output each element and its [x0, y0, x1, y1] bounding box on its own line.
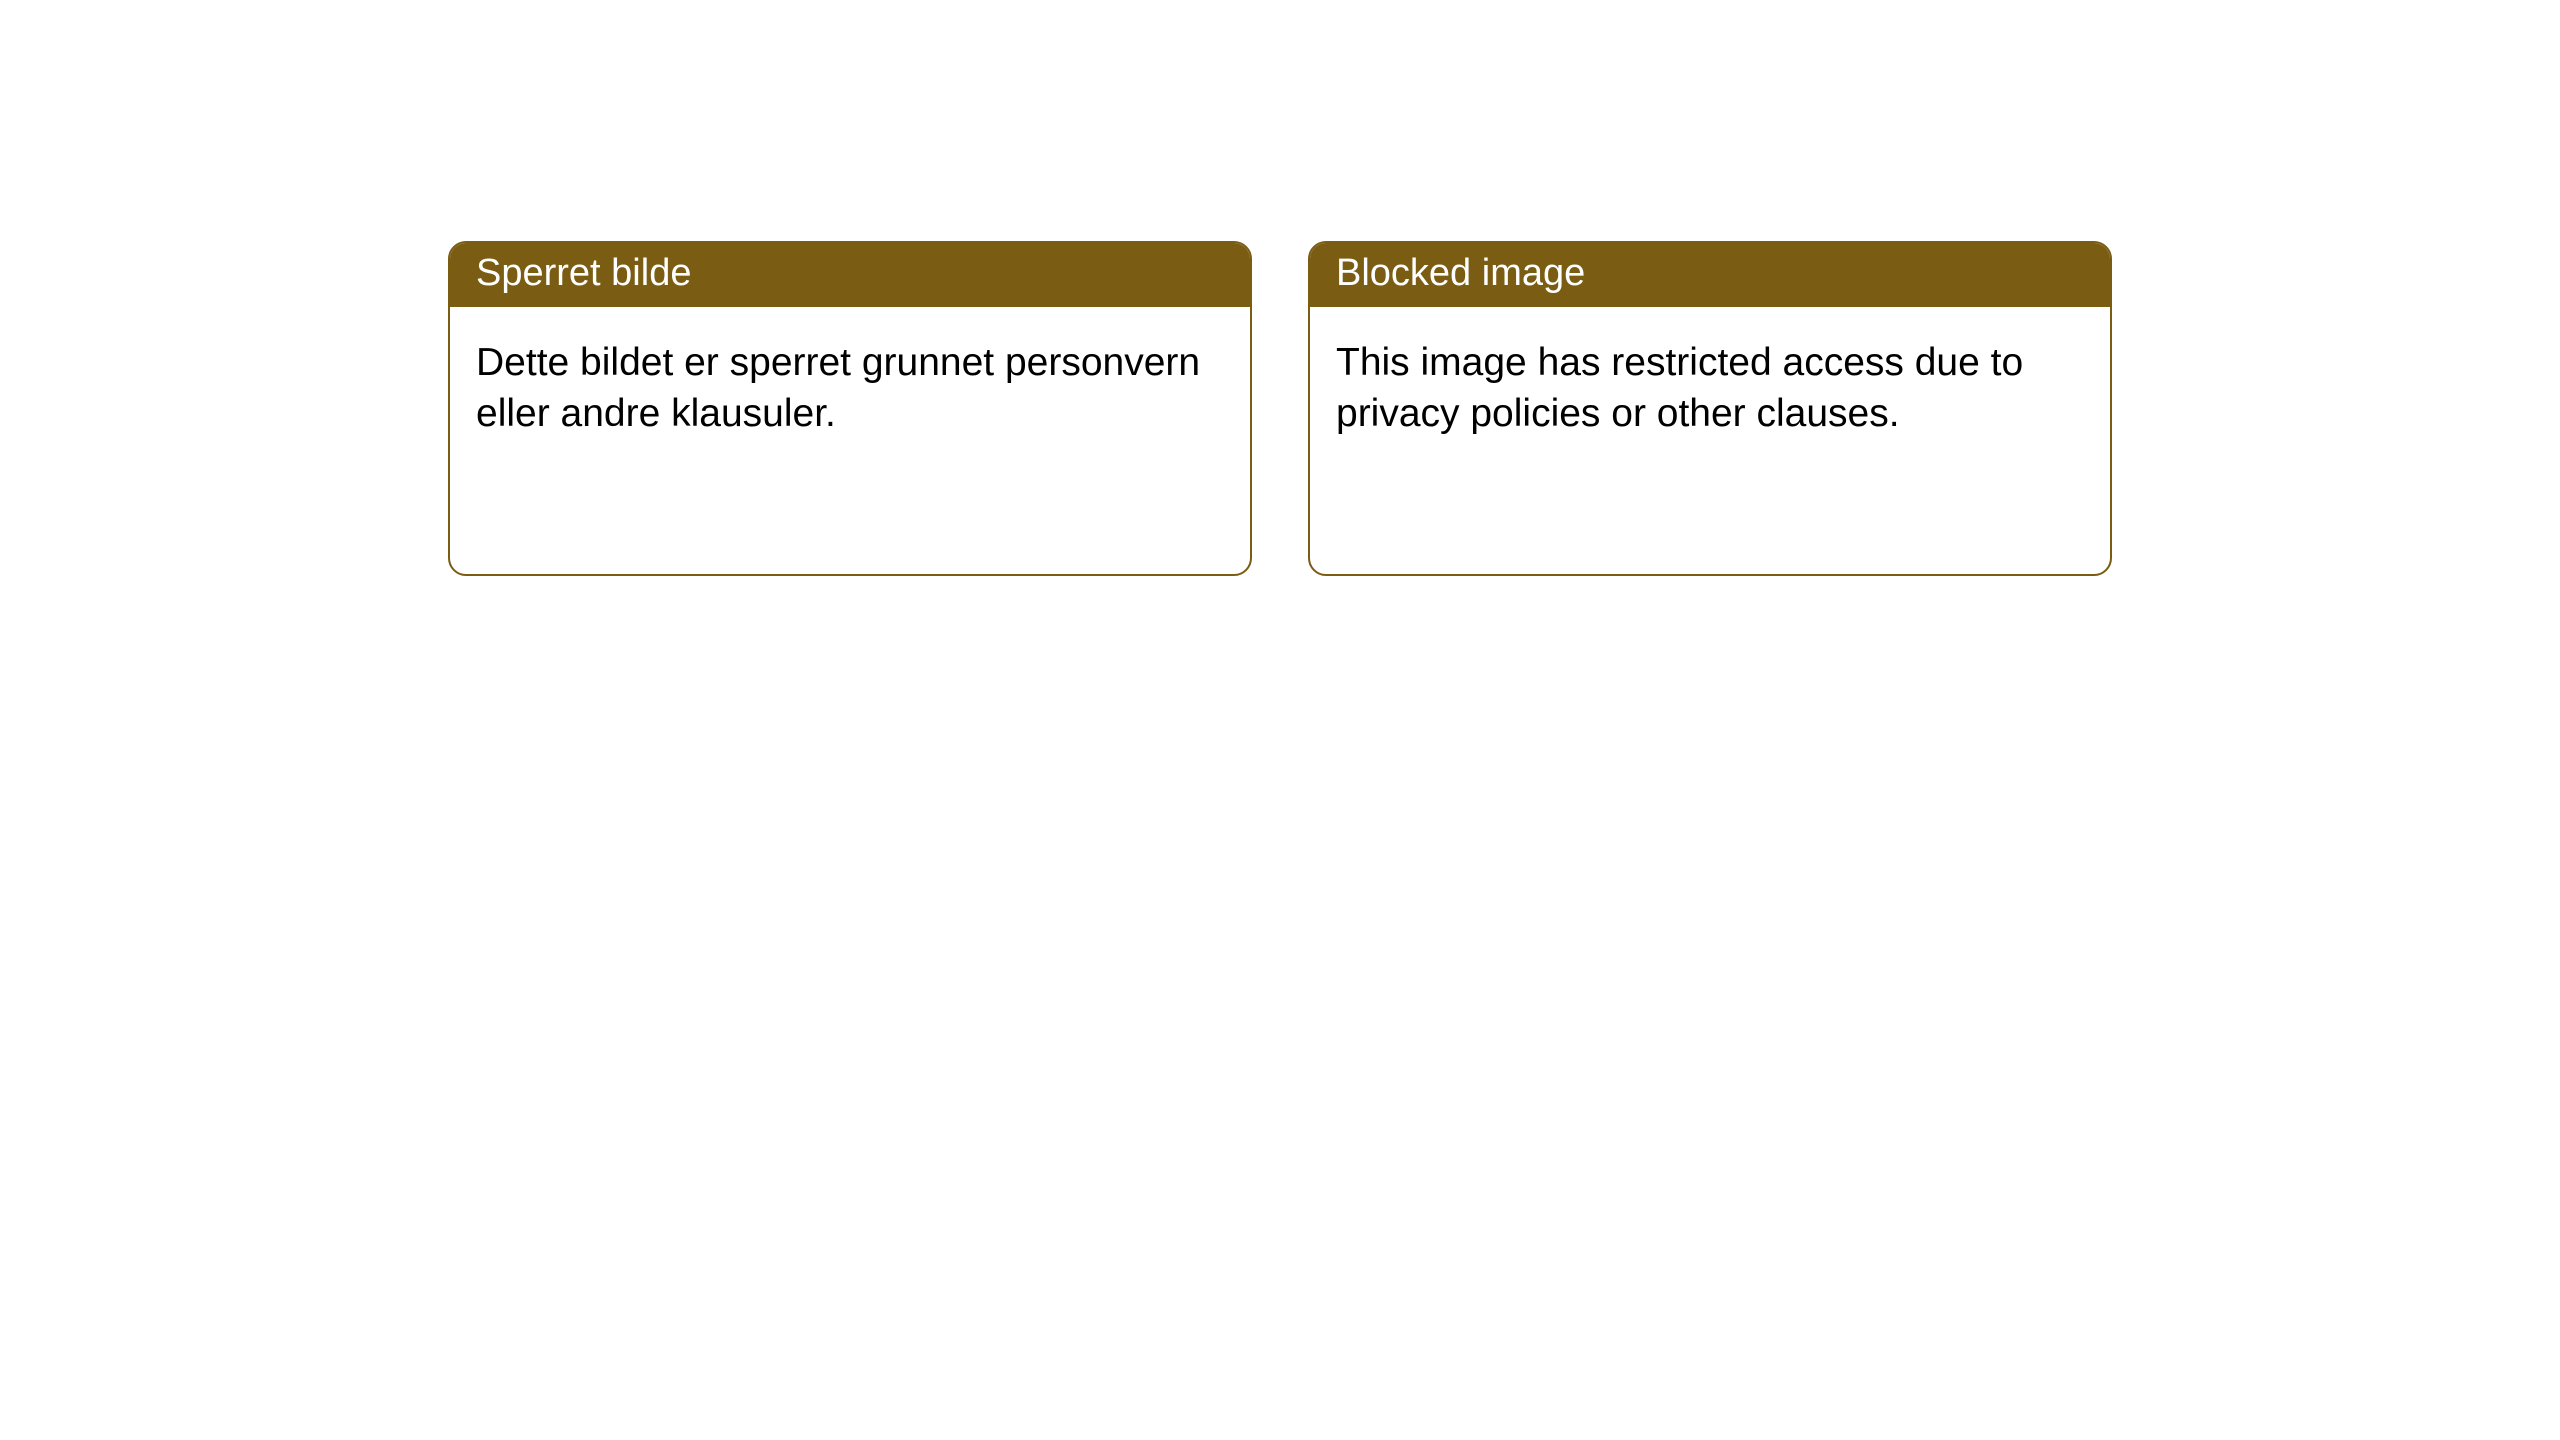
notices-container: Sperret bilde Dette bildet er sperret gr…	[0, 0, 2560, 576]
notice-title-en: Blocked image	[1310, 243, 2110, 307]
notice-body-en: This image has restricted access due to …	[1310, 307, 2110, 470]
notice-title-no: Sperret bilde	[450, 243, 1250, 307]
notice-card-en: Blocked image This image has restricted …	[1308, 241, 2112, 576]
notice-body-no: Dette bildet er sperret grunnet personve…	[450, 307, 1250, 470]
notice-card-no: Sperret bilde Dette bildet er sperret gr…	[448, 241, 1252, 576]
